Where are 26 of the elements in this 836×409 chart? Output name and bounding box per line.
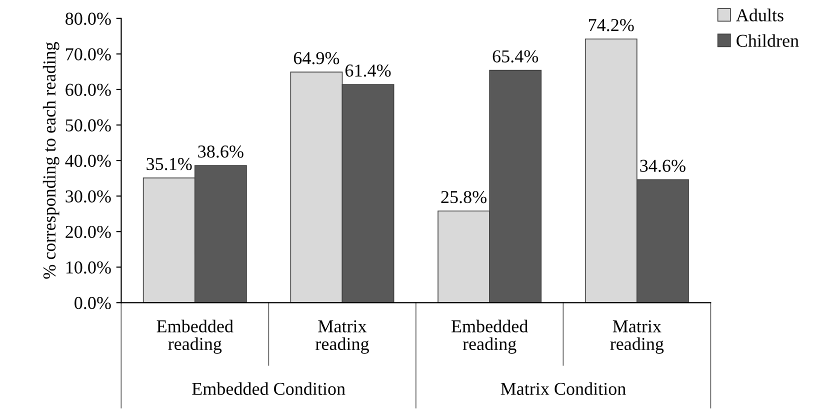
y-tick-label: 60.0%: [66, 84, 111, 96]
y-tick-label: 80.0%: [66, 12, 111, 25]
data-label: 65.4%: [492, 50, 538, 63]
x-tick-label: Matrix reading: [610, 320, 664, 354]
y-axis-title: % corresponding to each reading: [42, 42, 60, 279]
legend-label: Adults: [736, 8, 784, 22]
x-tick-label: Matrix reading: [316, 320, 369, 354]
data-label: 35.1%: [146, 158, 192, 170]
y-tick-label: 40.0%: [65, 154, 111, 168]
text: Embedded Condition: [192, 382, 346, 395]
y-tick-label: 0.0%: [74, 296, 111, 310]
data-label: 25.8%: [441, 190, 486, 204]
x-tick-label: Embedded reading: [451, 320, 528, 354]
text: Matrix Condition: [500, 382, 626, 395]
data-label: 38.6%: [198, 145, 244, 158]
y-tick-label: 10.0%: [66, 261, 111, 274]
data-label: 74.2%: [589, 18, 634, 32]
y-tick-label: 30.0%: [66, 190, 111, 203]
data-label: 61.4%: [345, 64, 391, 77]
legend-label: Children: [736, 34, 799, 47]
y-tick-label: 20.0%: [66, 226, 111, 238]
y-tick-label: 70.0%: [66, 48, 111, 60]
data-label: 34.6%: [640, 160, 686, 172]
x-tick-label: Embedded reading: [156, 320, 234, 354]
y-tick-label: 50.0%: [66, 119, 111, 132]
data-label: 64.9%: [294, 52, 340, 64]
